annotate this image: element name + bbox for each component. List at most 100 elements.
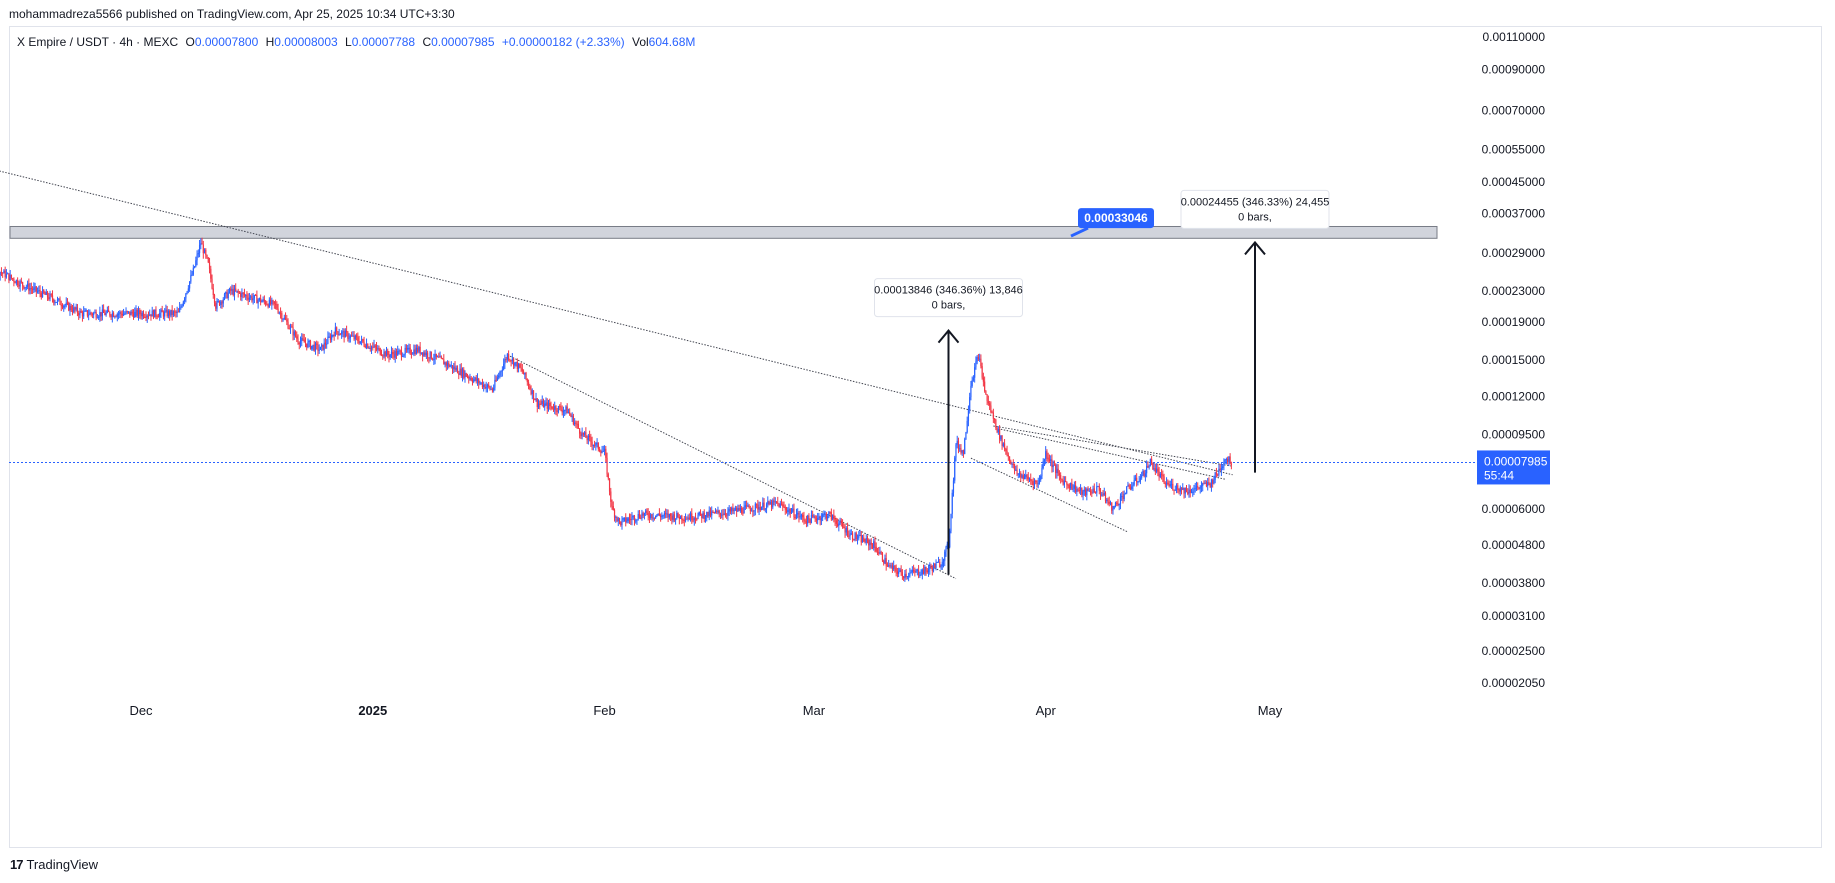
candle-body: [1222, 466, 1224, 469]
candle-body: [839, 520, 841, 524]
candle-body: [914, 571, 916, 573]
candle-body: [137, 310, 140, 316]
candle-body: [662, 515, 664, 517]
candle-body: [1144, 473, 1146, 477]
candle-body: [1128, 485, 1130, 488]
candle-body: [688, 517, 690, 520]
candle-body: [615, 516, 617, 518]
candle-body: [1113, 506, 1115, 509]
candle-body: [238, 292, 241, 294]
candle-body: [385, 350, 388, 357]
footer-brand[interactable]: 17 TradingView: [10, 857, 98, 872]
candle-body: [591, 441, 593, 446]
candle-body: [367, 344, 369, 349]
candle-body: [870, 542, 872, 545]
candle-body: [1127, 485, 1129, 487]
candle-body: [478, 378, 480, 384]
candle-body: [813, 516, 815, 518]
candle-body: [1103, 493, 1105, 496]
candle-body: [637, 514, 639, 520]
candle-body: [992, 412, 994, 419]
candle-body: [834, 518, 836, 521]
candle-body: [636, 519, 638, 521]
candle-body: [144, 316, 146, 318]
candle-body: [663, 513, 665, 516]
candle-body: [316, 343, 318, 345]
candle-body: [216, 301, 218, 309]
candle-body: [38, 290, 40, 292]
candle-body: [175, 311, 177, 314]
candle-body: [944, 551, 946, 561]
candle-body: [648, 516, 651, 519]
candle-body: [782, 504, 784, 507]
candle-body: [704, 517, 707, 519]
candle-body: [595, 443, 597, 446]
candle-body: [119, 312, 121, 314]
measure-callout-line2: 0 bars,: [932, 300, 966, 312]
candle-body: [43, 289, 45, 294]
candle-body: [1083, 489, 1085, 492]
candle-body: [822, 514, 824, 518]
candle-body: [1087, 488, 1089, 492]
candle-body: [309, 341, 312, 349]
candle-body: [856, 538, 859, 540]
candle-body: [505, 359, 507, 361]
candle-body: [645, 510, 647, 514]
candle-body: [1092, 488, 1094, 493]
candle-body: [840, 520, 842, 524]
candle-body: [63, 305, 65, 308]
candle-body: [139, 310, 141, 315]
candle-body: [412, 353, 414, 355]
candle-body: [668, 513, 670, 518]
candle-body: [1177, 485, 1179, 490]
candle-body: [534, 398, 536, 400]
candle-body: [789, 509, 791, 514]
candle-body: [46, 291, 49, 298]
candle-body: [408, 347, 410, 349]
candle-body: [213, 294, 216, 303]
candle-body: [10, 274, 13, 279]
candle-body: [611, 501, 613, 507]
candle-body: [743, 506, 745, 514]
candle-body: [73, 307, 75, 312]
candle-body: [501, 369, 503, 372]
candle-body: [980, 358, 982, 367]
candle-body: [1015, 469, 1017, 471]
price-tick-label: 0.00029000: [1482, 246, 1546, 260]
candle-body: [480, 382, 482, 384]
candle-body: [855, 533, 857, 540]
candle-body: [640, 517, 642, 519]
candle-body: [819, 516, 821, 521]
candle-body: [633, 516, 636, 521]
candle-body: [511, 358, 513, 362]
candle-body: [721, 514, 723, 516]
candle-body: [68, 302, 70, 311]
candle-body: [430, 351, 432, 359]
candle-body: [606, 457, 608, 475]
time-axis[interactable]: Dec 2025 Feb Mar Apr May: [129, 703, 1282, 718]
candle-body: [131, 311, 133, 314]
candle-body: [331, 334, 333, 340]
candle-body: [215, 302, 217, 309]
candle-body: [651, 514, 653, 518]
candle-body: [235, 288, 237, 292]
candle-body: [125, 311, 127, 314]
candle-body: [166, 309, 168, 317]
candle-body: [9, 274, 11, 281]
candle-body: [522, 371, 525, 375]
price-axis[interactable]: 0.00110000 0.00090000 0.00070000 0.00055000…: [1477, 30, 1550, 690]
candle-body: [318, 349, 320, 351]
candle-body: [598, 449, 601, 452]
candle-body: [824, 513, 826, 515]
symbol-name[interactable]: X Empire / USDT · 4h · MEXC: [17, 35, 179, 49]
candle-body: [621, 519, 623, 526]
current-price-value: 0.00007985: [1484, 454, 1548, 468]
candle-body: [298, 342, 300, 345]
candle-body: [121, 313, 123, 316]
candle-body: [878, 552, 880, 554]
candle-body: [253, 294, 255, 299]
candle-body: [265, 301, 267, 305]
candle-body: [99, 312, 101, 317]
candle-body: [1037, 483, 1039, 485]
